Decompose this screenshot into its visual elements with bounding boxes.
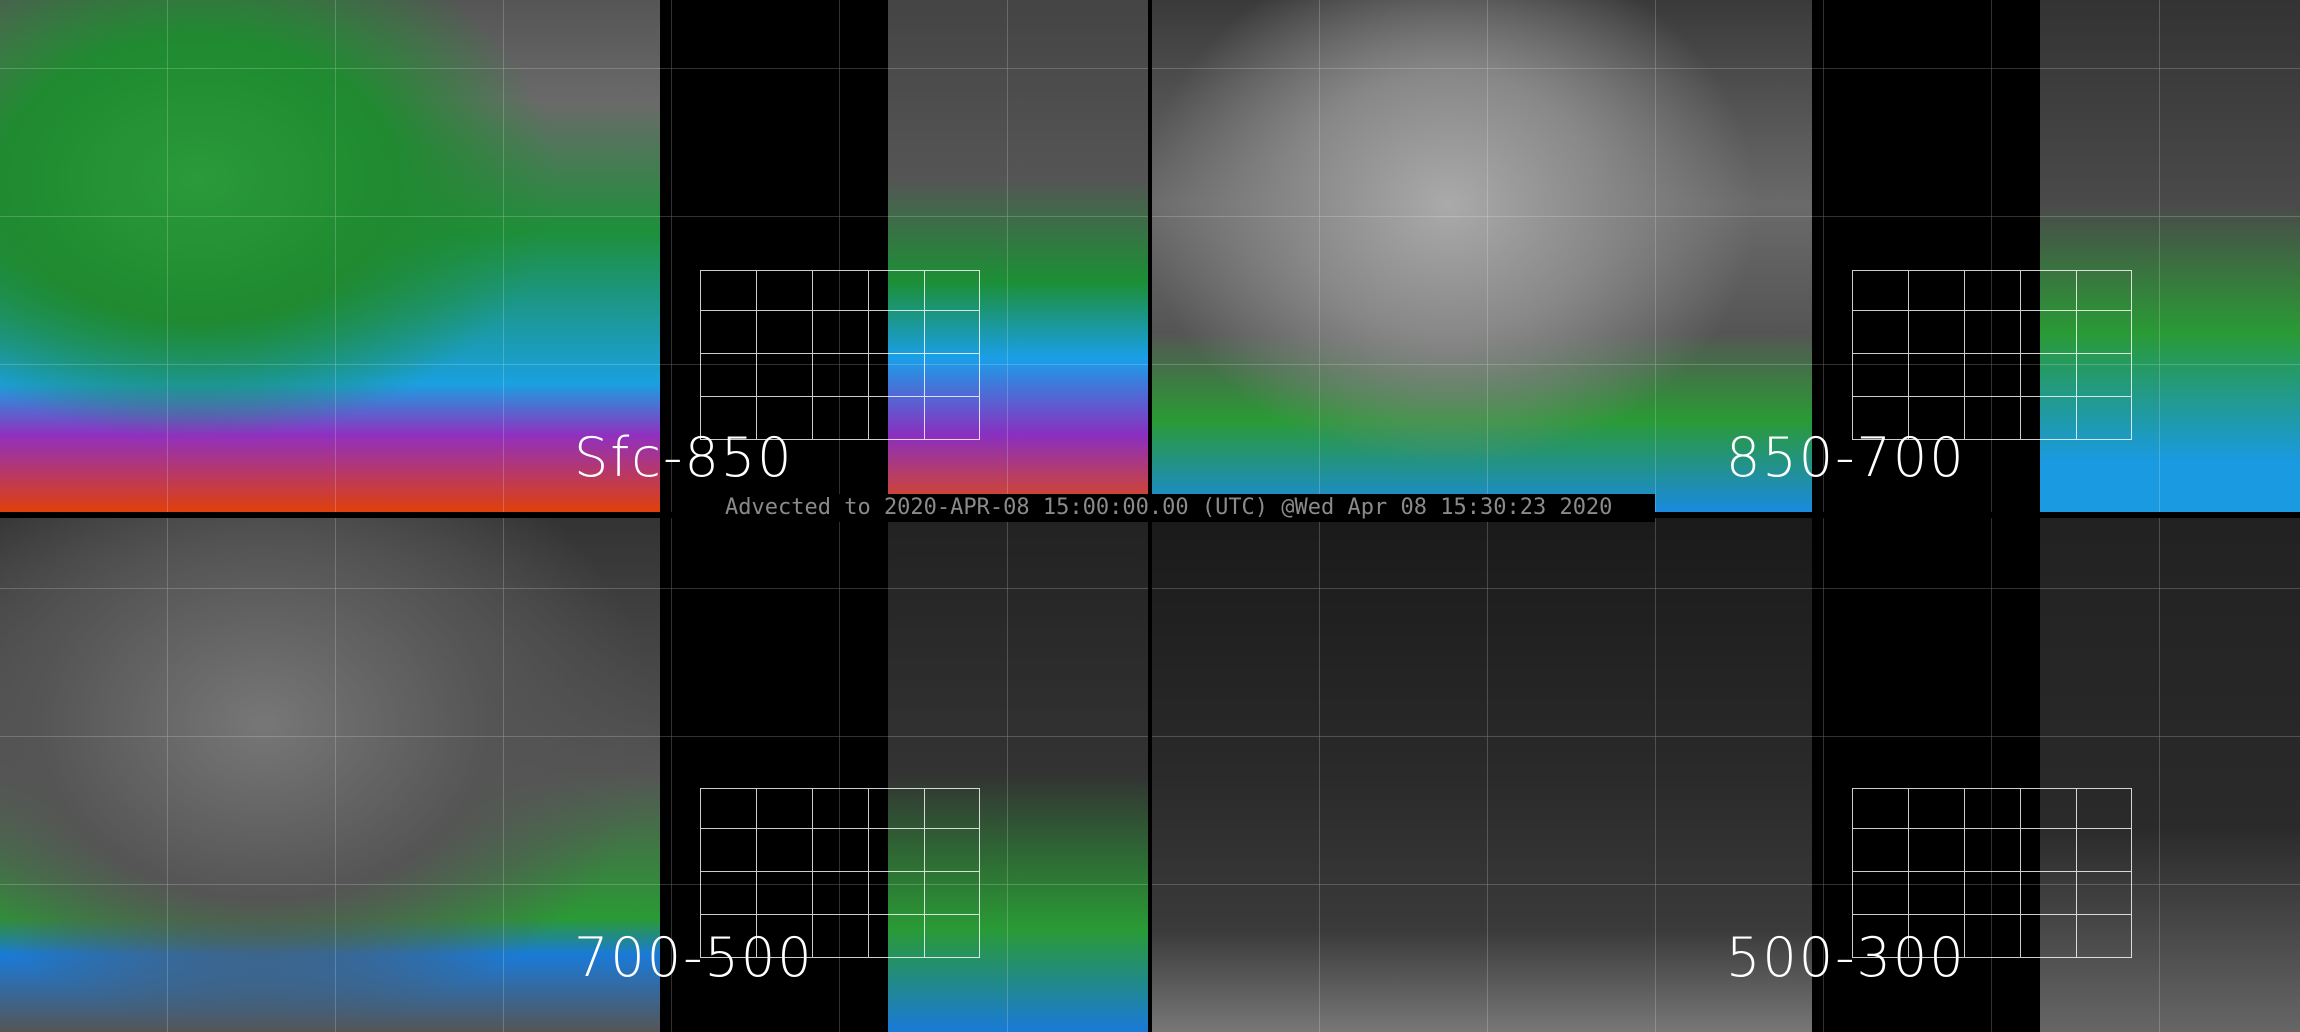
panel-850-700: 850-700 <box>1152 0 2300 512</box>
lat-lon-grid <box>0 0 1148 512</box>
us-state-borders <box>700 270 980 440</box>
moisture-field-pacific <box>0 0 660 512</box>
layer-label: 850-700 <box>1726 426 1966 489</box>
lat-lon-grid <box>1152 0 2300 512</box>
moisture-field-pacific <box>1152 0 1812 512</box>
moisture-field-pacific <box>1152 518 1812 1032</box>
layer-label: Sfc-850 <box>574 426 794 489</box>
us-state-borders <box>1852 270 2132 440</box>
layer-label: 700-500 <box>574 926 814 989</box>
moisture-field-pacific <box>0 518 660 1032</box>
lat-lon-grid <box>0 518 1148 1032</box>
layer-label: 500-300 <box>1726 926 1966 989</box>
timestamp-banner: Advected to 2020-APR-08 15:00:00.00 (UTC… <box>715 494 1655 522</box>
panel-sfc-850: Sfc-850 <box>0 0 1148 512</box>
us-state-borders <box>700 788 980 958</box>
lat-lon-grid <box>1152 518 2300 1032</box>
us-state-borders <box>1852 788 2132 958</box>
panel-700-500: 700-500 <box>0 518 1148 1032</box>
panel-500-300: 500-300 <box>1152 518 2300 1032</box>
